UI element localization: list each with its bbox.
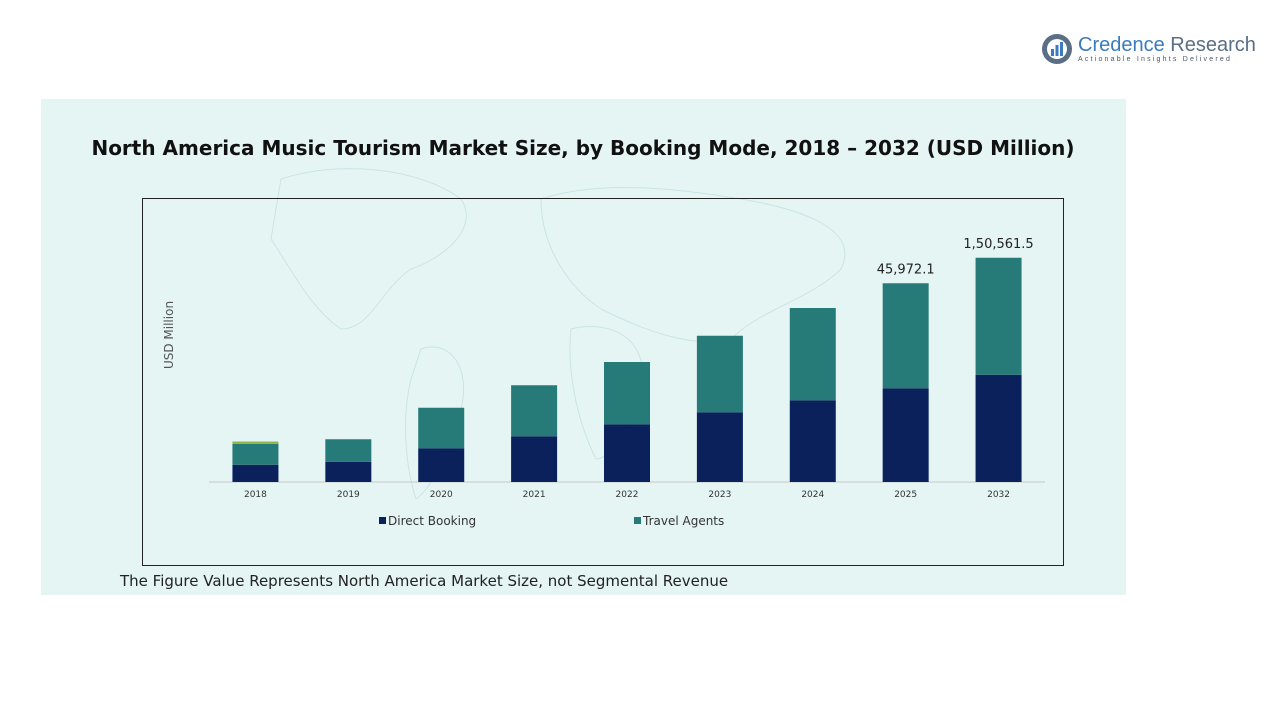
y-axis-label: USD Million [162,301,176,369]
bar-2024-series-1 [789,308,836,401]
bar-2024-series-0 [789,400,836,482]
bar-2021-series-1 [511,385,558,437]
x-tick-label-2022: 2022 [616,490,639,500]
bar-2020-series-1 [418,407,465,449]
bar-2018-series-2 [232,441,279,444]
bar-2032-series-0 [975,374,1022,482]
x-tick-label-2023: 2023 [708,490,731,500]
legend-label-1: Travel Agents [642,514,724,528]
brand-name-part1: Credence [1078,34,1165,56]
bar-2018-series-1 [232,443,279,465]
bar-2022-series-1 [604,362,650,425]
bar-2022-series-0 [604,424,650,482]
brand-logo: Credence Research Actionable Insights De… [1040,32,1260,68]
x-tick-label-2025: 2025 [894,490,917,500]
bar-2025-series-0 [882,388,929,482]
bar-2023-series-0 [696,412,743,482]
legend-swatch-1 [634,517,641,524]
legend-swatch-0 [379,517,386,524]
footnote: The Figure Value Represents North Americ… [120,572,729,590]
x-tick-label-2019: 2019 [337,490,360,500]
bar-chart: USD Million 2018 2019 2020 2021 2022 2023 2024 2… [162,237,1045,528]
credence-logo-icon [1042,34,1072,64]
bar-2025-series-1 [882,283,929,389]
data-label-2025: 45,972.1 [877,262,935,277]
brand-name-part2: Research [1170,34,1256,56]
x-tick-label-2032: 2032 [987,490,1010,500]
chart-frame: USD Million 2018 2019 2020 2021 2022 2023 2024 2… [142,198,1064,566]
bar-2021-series-0 [511,436,558,482]
x-tick-label-2018: 2018 [244,490,267,500]
bar-2019-series-0 [325,461,372,482]
bar-2032-series-1 [975,257,1022,375]
brand-tagline: Actionable Insights Delivered [1078,56,1233,63]
legend-label-0: Direct Booking [388,514,476,528]
x-tick-label-2021: 2021 [523,490,546,500]
chart-title: North America Music Tourism Market Size,… [91,136,1075,160]
x-tick-label-2024: 2024 [801,490,824,500]
bar-2023-series-1 [696,335,743,413]
bar-2020-series-0 [418,448,465,482]
brand-name: Credence Research [1078,34,1256,57]
data-label-2032: 1,50,561.5 [963,237,1033,252]
bar-2018-series-0 [232,464,279,482]
chart-panel [41,99,1126,595]
bar-2019-series-1 [325,439,372,462]
x-tick-label-2020: 2020 [430,490,453,500]
